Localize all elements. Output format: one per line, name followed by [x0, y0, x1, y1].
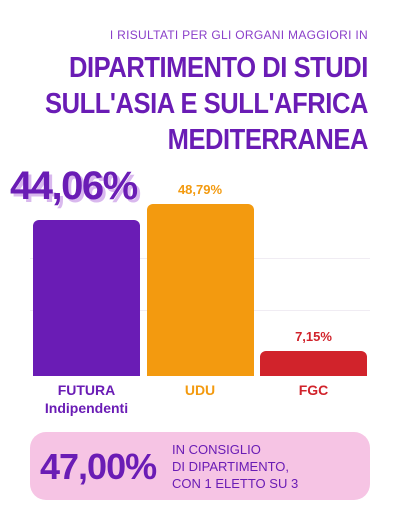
summary-line: IN CONSIGLIO	[172, 442, 261, 457]
category-label: FUTURA Indipendenti	[44, 382, 129, 416]
title: DIPARTIMENTO DI STUDI SULL'ASIA E SULL'AF…	[45, 50, 368, 158]
kicker: I RISULTATI PER GLI ORGANI MAGGIORI IN	[109, 28, 368, 42]
title-line: MEDITERRANEA	[167, 124, 369, 156]
bar	[33, 220, 140, 376]
summary-line: CON 1 ELETTO SU 3	[172, 476, 299, 491]
bar	[146, 203, 254, 376]
category-label: UDU	[184, 382, 216, 398]
title-line: SULL'ASIA E SULL'AFRICA	[45, 88, 368, 120]
summary-stat: 47,00%	[40, 446, 157, 487]
bar	[260, 350, 367, 376]
summary-box	[30, 432, 370, 500]
value-label: 7,15%	[295, 328, 332, 344]
value-label: 48,79%	[177, 181, 223, 197]
title-line: DIPARTIMENTO DI STUDI	[69, 52, 368, 84]
value-label: 44,06%	[10, 164, 138, 208]
category-label: FGC	[298, 382, 329, 398]
summary-line: DI DIPARTIMENTO,	[172, 459, 290, 474]
summary-text: IN CONSIGLIO DI DIPARTIMENTO, CON 1 ELETTO…	[172, 441, 298, 492]
